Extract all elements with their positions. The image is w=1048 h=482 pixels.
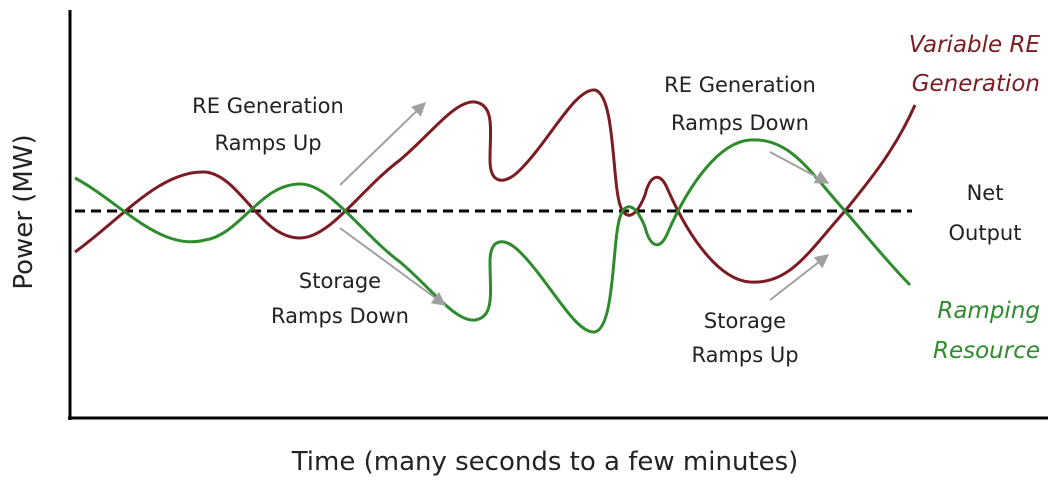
annotation: Net [967, 181, 1004, 205]
annotation: Output [949, 221, 1022, 245]
legend-label: Variable RE [909, 32, 1041, 58]
ramping-resource-curve [74, 138, 912, 334]
legend-label: Ramping [937, 298, 1040, 324]
annotation: Ramps Down [671, 111, 809, 135]
annotation: RE Generation [664, 73, 816, 97]
annotation: RE Generation [192, 94, 344, 118]
x-axis-label: Time (many seconds to a few minutes) [291, 447, 799, 477]
arrows [339, 102, 830, 306]
annotation: Ramps Down [271, 304, 409, 328]
annotation: Storage [704, 309, 786, 333]
variable-re-curve [74, 88, 917, 284]
legend-label: Generation [912, 71, 1040, 97]
legend-label: Resource [933, 338, 1040, 364]
annotation: Ramps Up [691, 343, 798, 367]
annotation: Ramps Up [214, 131, 321, 155]
annotation: Storage [299, 269, 381, 293]
y-axis-label: Power (MW) [9, 134, 39, 289]
